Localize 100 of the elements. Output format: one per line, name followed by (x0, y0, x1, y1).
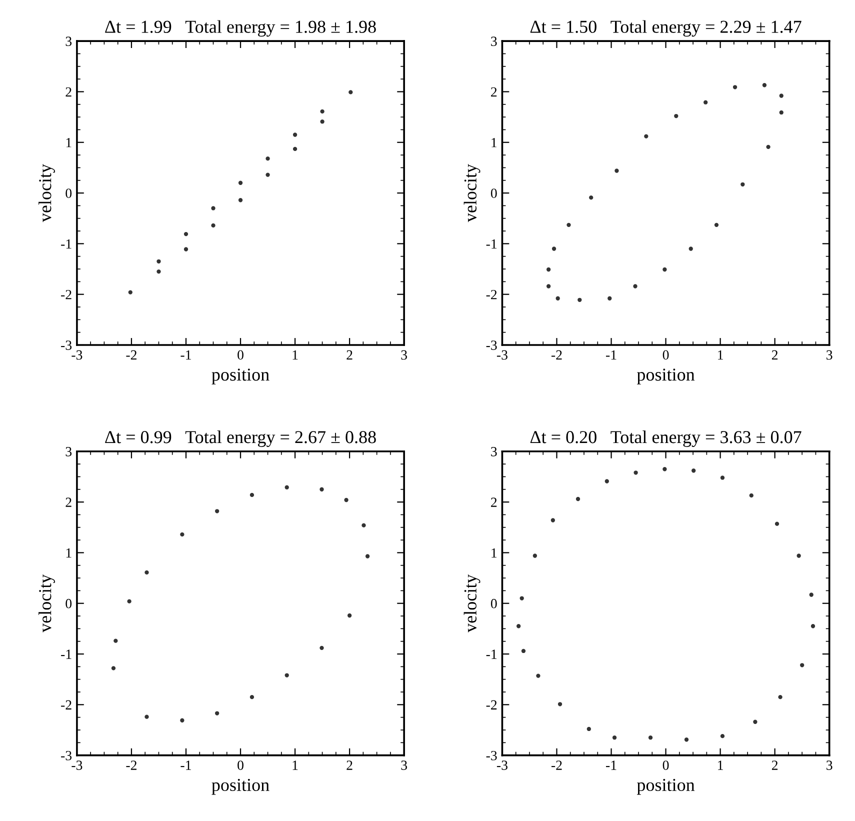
point (214, 509, 220, 514)
point (714, 222, 719, 228)
point (720, 476, 725, 480)
point (144, 714, 149, 719)
point (688, 246, 693, 251)
point (344, 498, 348, 502)
y-tick-label: -2 (486, 700, 497, 710)
x-tick-label: 3 (401, 760, 408, 770)
x-tick-label: 0 (238, 350, 244, 360)
point (532, 554, 538, 558)
point (114, 638, 118, 643)
x-tick-label: -1 (606, 760, 616, 770)
y-tick-label: 2 (66, 87, 72, 97)
point (762, 83, 767, 88)
y-tick-label: -3 (486, 340, 497, 350)
y-tick-label: -1 (486, 239, 497, 248)
x-tick-label: 0 (662, 350, 669, 360)
x-axis-title: position (636, 778, 695, 795)
x-tick-label: 2 (772, 350, 778, 360)
y-tick-label: 3 (491, 36, 497, 46)
point (238, 198, 243, 202)
point (550, 518, 556, 522)
x-tick-label: 0 (238, 760, 244, 770)
point (144, 570, 149, 575)
point (266, 172, 270, 177)
point (692, 468, 696, 473)
point (778, 694, 782, 700)
y-axis-title: velocity (464, 574, 480, 632)
point (546, 267, 551, 272)
y-tick-label: 0 (490, 598, 497, 608)
x-tick-label: 3 (401, 350, 408, 360)
point (753, 720, 758, 724)
point (292, 146, 298, 152)
y-tick-label: 3 (491, 446, 497, 456)
point (180, 718, 184, 722)
x-tick-label: -1 (180, 350, 191, 360)
point (586, 726, 591, 732)
point (320, 120, 324, 124)
point (644, 134, 648, 138)
x-tick-label: 3 (826, 760, 832, 770)
point (779, 110, 784, 115)
point (211, 206, 216, 210)
point (292, 132, 298, 137)
point (127, 599, 132, 604)
x-tick-label: 2 (772, 760, 778, 770)
point (128, 290, 132, 294)
y-tick-label: -1 (61, 650, 72, 659)
x-tick-label: 1 (718, 760, 723, 770)
point (266, 156, 270, 161)
x-tick-label: -2 (551, 350, 562, 360)
point (604, 479, 609, 484)
point (578, 298, 582, 302)
point (238, 180, 243, 185)
point (779, 94, 784, 98)
x-tick-label: -2 (551, 760, 562, 770)
point (774, 522, 780, 526)
y-tick-label: 1 (66, 138, 72, 148)
point (552, 246, 556, 251)
x-tick-label: -2 (126, 350, 136, 360)
y-tick-label: -2 (61, 290, 72, 300)
point (749, 493, 754, 498)
x-tick-label: 0 (662, 760, 669, 770)
point (662, 467, 667, 472)
y-axis-title: velocity (38, 164, 55, 222)
point (111, 666, 116, 670)
x-tick-label: 2 (346, 760, 352, 770)
y-tick-label: 3 (66, 36, 72, 46)
x-axis-title: position (212, 368, 270, 384)
point (284, 485, 289, 490)
y-tick-label: -2 (61, 700, 72, 710)
x-tick-label: -1 (180, 760, 191, 770)
chart-title: Δt = 1.50 Total energy = 2.29 ± 1.47 (530, 20, 802, 37)
x-tick-label: -2 (126, 760, 136, 770)
point (546, 284, 551, 288)
point (320, 487, 324, 492)
point (214, 711, 220, 716)
y-tick-label: 0 (66, 188, 72, 198)
point (184, 232, 188, 236)
y-tick-label: 2 (491, 498, 497, 507)
point (684, 738, 689, 742)
point (566, 222, 571, 228)
x-axis-title: position (636, 368, 695, 384)
y-tick-label: 0 (490, 188, 497, 198)
point (250, 492, 254, 498)
x-tick-label: 3 (826, 350, 832, 360)
y-tick-label: 2 (66, 498, 72, 507)
x-tick-label: 1 (292, 350, 298, 360)
point (810, 624, 816, 628)
point (558, 702, 562, 706)
y-axis-title: velocity (38, 574, 55, 632)
y-tick-label: 1 (492, 138, 497, 148)
y-tick-label: -3 (61, 750, 72, 760)
point (809, 592, 814, 597)
point (800, 663, 804, 668)
point (521, 648, 526, 654)
point (796, 554, 801, 558)
point (184, 247, 188, 252)
point (614, 168, 619, 173)
point (320, 646, 324, 650)
y-tick-label: -3 (486, 750, 497, 760)
